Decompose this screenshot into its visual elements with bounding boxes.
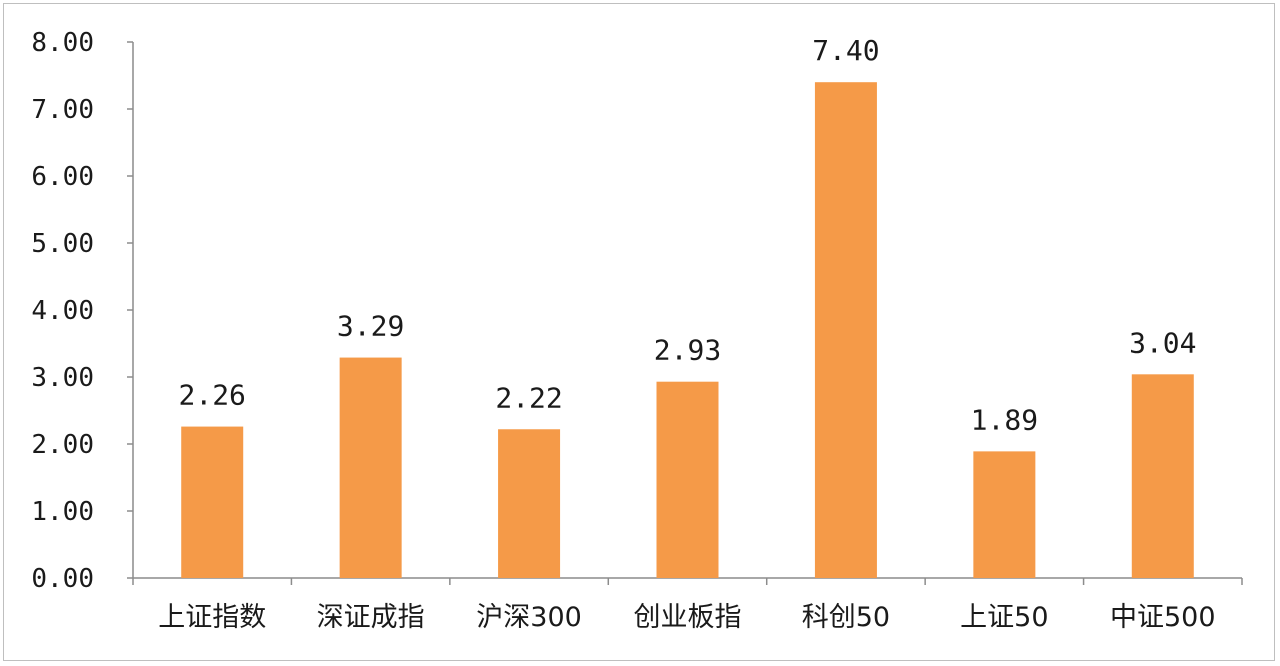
bar xyxy=(656,381,719,578)
bar xyxy=(498,429,561,578)
data-label: 2.93 xyxy=(654,334,721,367)
category-label: 中证500 xyxy=(1110,602,1216,633)
bar xyxy=(973,451,1036,578)
y-tick-label: 2.00 xyxy=(31,430,94,460)
category-label: 上证50 xyxy=(960,602,1048,633)
category-label: 深证成指 xyxy=(317,602,425,633)
data-label: 2.26 xyxy=(178,379,245,412)
data-label: 1.89 xyxy=(971,403,1038,436)
category-label: 科创50 xyxy=(802,602,890,633)
data-label: 3.29 xyxy=(337,310,404,343)
y-tick-label: 1.00 xyxy=(31,497,94,527)
y-tick-label: 3.00 xyxy=(31,363,94,393)
y-tick-label: 8.00 xyxy=(31,28,94,58)
y-tick-label: 0.00 xyxy=(31,564,94,594)
bar xyxy=(181,426,244,578)
y-tick-label: 6.00 xyxy=(31,162,94,192)
data-label: 3.04 xyxy=(1129,326,1196,359)
bar xyxy=(339,357,402,578)
y-tick-label: 7.00 xyxy=(31,95,94,125)
y-tick-label: 4.00 xyxy=(31,296,94,326)
bar xyxy=(814,82,877,578)
category-label: 上证指数 xyxy=(158,602,266,633)
category-label: 沪深300 xyxy=(476,602,582,633)
y-tick-label: 5.00 xyxy=(31,229,94,259)
bar xyxy=(1131,374,1194,578)
data-label: 7.40 xyxy=(812,34,879,67)
data-label: 2.22 xyxy=(495,381,562,414)
category-label: 创业板指 xyxy=(634,602,742,633)
